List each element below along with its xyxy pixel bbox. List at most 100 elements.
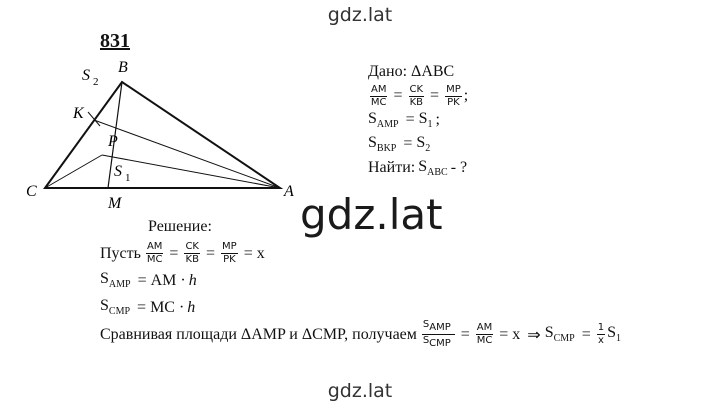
base: S (418, 157, 428, 175)
subscript: AMP (376, 119, 399, 131)
fraction: MP PK (445, 84, 462, 109)
subscripted: SAMP (422, 319, 451, 333)
base: S (422, 335, 430, 346)
problem-number: 831 (100, 30, 130, 52)
cevian (93, 119, 281, 189)
point-label: C (26, 183, 37, 200)
math-line: Сравнивая площади ΔAMP и ΔCMP, получаем S… (100, 319, 624, 350)
numerator: MP (221, 241, 238, 254)
denominator: MC (370, 96, 387, 108)
denominator: KB (185, 254, 199, 265)
fraction: CK KB (408, 83, 425, 109)
segment (101, 154, 281, 189)
numerator: MP (445, 83, 462, 97)
text: Найти: (368, 159, 416, 176)
subscripted: S1 (607, 324, 621, 344)
subscript: BKP (376, 143, 397, 155)
watermark: gdz.lat (300, 190, 443, 239)
subscripted: SBKP (368, 134, 396, 154)
text: Пусть (100, 244, 141, 262)
subscripted: SAMP (100, 270, 131, 290)
point-label: K (72, 105, 85, 122)
text: ; (435, 111, 440, 128)
fraction: AM MC (145, 241, 164, 266)
base: S (422, 319, 430, 330)
subscript: AMP (429, 322, 451, 333)
text: ; (463, 87, 469, 104)
point-label: S (82, 67, 90, 84)
numerator: AM (145, 241, 164, 254)
text: Дано: ΔABC (368, 63, 455, 80)
cevian (107, 81, 123, 189)
label-subscript: 1 (125, 172, 131, 184)
numerator: CK (408, 83, 425, 97)
operator: = (499, 325, 509, 343)
point-label: S (114, 163, 122, 180)
operator: = (393, 87, 403, 104)
text: x (256, 244, 265, 262)
numerator: AM (370, 83, 388, 97)
denominator: SCMP (423, 335, 454, 350)
point-label: P (107, 133, 118, 150)
solution-title: Решение: (148, 218, 212, 235)
denominator: x (597, 335, 604, 346)
site-footer: gdz.lat (327, 380, 393, 402)
variable: h (188, 271, 197, 289)
base: S (607, 324, 617, 342)
subscript: CMP (553, 333, 575, 345)
operator: = (206, 244, 216, 262)
numerator: AM (475, 322, 494, 335)
operator: = (169, 244, 179, 262)
operator: = (243, 244, 253, 262)
math-line: Дано: ΔABC (368, 60, 471, 84)
fraction: SAMP SCMP (421, 319, 455, 350)
base: S (418, 109, 428, 127)
math-line: SCMP = MC · h (100, 294, 624, 321)
numerator: SAMP (421, 319, 455, 335)
text: x (512, 325, 521, 343)
variable: h (187, 298, 196, 316)
numerator: 1 (596, 322, 606, 335)
subscript: CMP (429, 338, 451, 349)
subscripted: SAMP (368, 110, 399, 130)
subscripted: S2 (416, 134, 430, 154)
operator: = (460, 325, 470, 343)
fraction: MP PK (221, 241, 238, 266)
operator: = (137, 298, 147, 316)
denominator: KB (409, 96, 423, 108)
math-line: AM MC = CK KB = MP PK; (368, 84, 471, 108)
text: MC · (150, 298, 185, 316)
triangle (43, 80, 284, 189)
subscript: 1 (616, 333, 622, 345)
point-label: A (283, 183, 294, 200)
operator: = (403, 135, 413, 152)
math-line: SAMP = AM · h (100, 267, 624, 294)
subscripted: SABC (418, 158, 447, 178)
base: S (100, 297, 109, 315)
numerator: CK (184, 241, 200, 254)
subscript: CMP (108, 306, 131, 318)
denominator: MC (146, 254, 163, 265)
operator: = (430, 87, 440, 104)
base: S (416, 133, 426, 151)
base: S (100, 270, 109, 288)
math-line: Найти: SABC - ? (368, 156, 471, 180)
solution-block: Пусть AM MC = CK KB = MP PK = x SAMP = AM · h SCMP = MC ·… (100, 240, 624, 350)
figure-lines (43, 80, 284, 189)
math-line: Пусть AM MC = CK KB = MP PK = x (100, 240, 624, 267)
math-line: SAMP = S1; (368, 108, 471, 132)
subscripted: S1 (419, 110, 433, 130)
given-block: Дано: ΔABC AM MC = CK KB = MP PK; SAMP = S1; SBKP = S2… (368, 60, 471, 180)
subscript: 2 (425, 143, 431, 155)
subscript: 1 (427, 119, 433, 131)
operator: ⇒ (527, 326, 541, 344)
base: S (368, 133, 377, 151)
subscripted: SCMP (100, 297, 130, 317)
point-label: M (107, 195, 123, 212)
text: AM · (150, 271, 186, 289)
subscripted: SCMP (545, 324, 575, 344)
subscript: ABC (427, 167, 448, 179)
denominator: PK (223, 254, 236, 265)
